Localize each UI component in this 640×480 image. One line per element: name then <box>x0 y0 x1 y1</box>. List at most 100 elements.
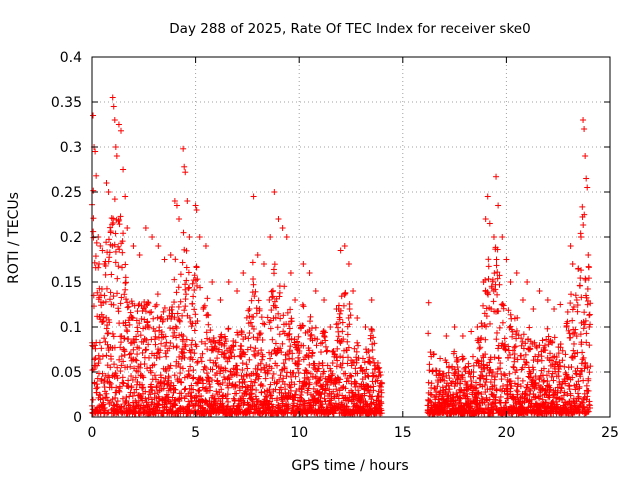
data-point <box>156 324 163 331</box>
data-point <box>269 287 276 294</box>
data-point <box>153 355 160 362</box>
data-point <box>126 393 133 400</box>
data-point <box>129 315 136 322</box>
data-point <box>288 318 295 325</box>
data-point <box>118 362 125 369</box>
data-point <box>137 394 144 401</box>
data-point <box>201 363 208 370</box>
data-point <box>161 304 168 311</box>
y-axis-label: ROTI / TECUs <box>6 192 22 284</box>
data-point <box>91 259 98 266</box>
data-point <box>96 391 103 398</box>
data-point <box>95 352 102 359</box>
data-point <box>225 398 232 405</box>
data-point <box>189 300 196 307</box>
data-point <box>181 341 188 348</box>
data-point <box>100 399 107 406</box>
data-point <box>267 381 274 388</box>
data-point <box>219 379 226 386</box>
data-point <box>284 410 291 417</box>
data-point <box>148 308 155 315</box>
data-point <box>292 391 299 398</box>
data-point <box>185 367 192 374</box>
data-point <box>94 362 101 369</box>
data-point <box>272 314 279 321</box>
data-point <box>116 383 123 390</box>
data-point <box>296 348 303 355</box>
data-point <box>122 274 129 281</box>
data-point <box>244 365 251 372</box>
data-point <box>177 370 184 377</box>
data-point <box>189 337 196 344</box>
data-point <box>241 378 248 385</box>
data-point <box>262 375 269 382</box>
data-point <box>225 325 232 332</box>
data-point <box>303 369 310 376</box>
y-tick-label: 0.3 <box>60 140 82 156</box>
data-point <box>171 276 178 283</box>
data-point <box>190 293 197 300</box>
y-tick-label: 0.15 <box>51 275 82 291</box>
data-point <box>224 358 231 365</box>
data-point <box>287 387 294 394</box>
data-point <box>279 398 286 405</box>
data-point <box>307 313 314 320</box>
data-point <box>116 246 123 253</box>
data-point <box>261 321 268 328</box>
data-point <box>167 325 174 332</box>
data-point <box>191 272 198 279</box>
data-point <box>206 381 213 388</box>
data-point <box>122 322 129 329</box>
data-point <box>236 387 243 394</box>
data-point <box>172 402 179 409</box>
data-point <box>254 366 261 373</box>
data-point <box>252 288 259 295</box>
data-point <box>188 346 195 353</box>
data-point <box>106 254 113 261</box>
data-point <box>299 301 306 308</box>
data-point <box>307 332 314 339</box>
data-point <box>207 327 214 334</box>
data-point <box>101 292 108 299</box>
data-point <box>151 372 158 379</box>
data-point <box>175 360 182 367</box>
data-point <box>112 230 119 237</box>
data-point <box>168 306 175 313</box>
data-point <box>254 398 261 405</box>
data-point <box>286 330 293 337</box>
data-point <box>252 352 259 359</box>
data-point <box>122 261 129 268</box>
data-point <box>178 394 185 401</box>
data-point <box>127 363 134 370</box>
data-point <box>180 229 187 236</box>
data-point <box>251 293 258 300</box>
data-point <box>253 310 260 317</box>
data-point <box>112 370 119 377</box>
data-point <box>108 215 115 222</box>
data-point <box>186 284 193 291</box>
data-point <box>197 354 204 361</box>
data-point <box>109 330 116 337</box>
data-point <box>90 187 97 194</box>
data-point <box>289 350 296 357</box>
data-point <box>126 351 133 358</box>
data-point <box>90 215 97 222</box>
data-point <box>248 297 255 304</box>
data-point <box>198 393 205 400</box>
data-point <box>295 354 302 361</box>
data-point <box>217 368 224 375</box>
data-point <box>266 296 273 303</box>
data-point <box>233 362 240 369</box>
data-point <box>198 377 205 384</box>
data-point <box>146 309 153 316</box>
data-point <box>142 395 149 402</box>
data-point <box>100 318 107 325</box>
data-point <box>151 390 158 397</box>
data-point <box>115 263 122 270</box>
data-point <box>239 366 246 373</box>
data-point <box>94 384 101 391</box>
data-point <box>118 294 125 301</box>
data-point <box>115 216 122 223</box>
data-point <box>303 380 310 387</box>
data-point <box>186 314 193 321</box>
